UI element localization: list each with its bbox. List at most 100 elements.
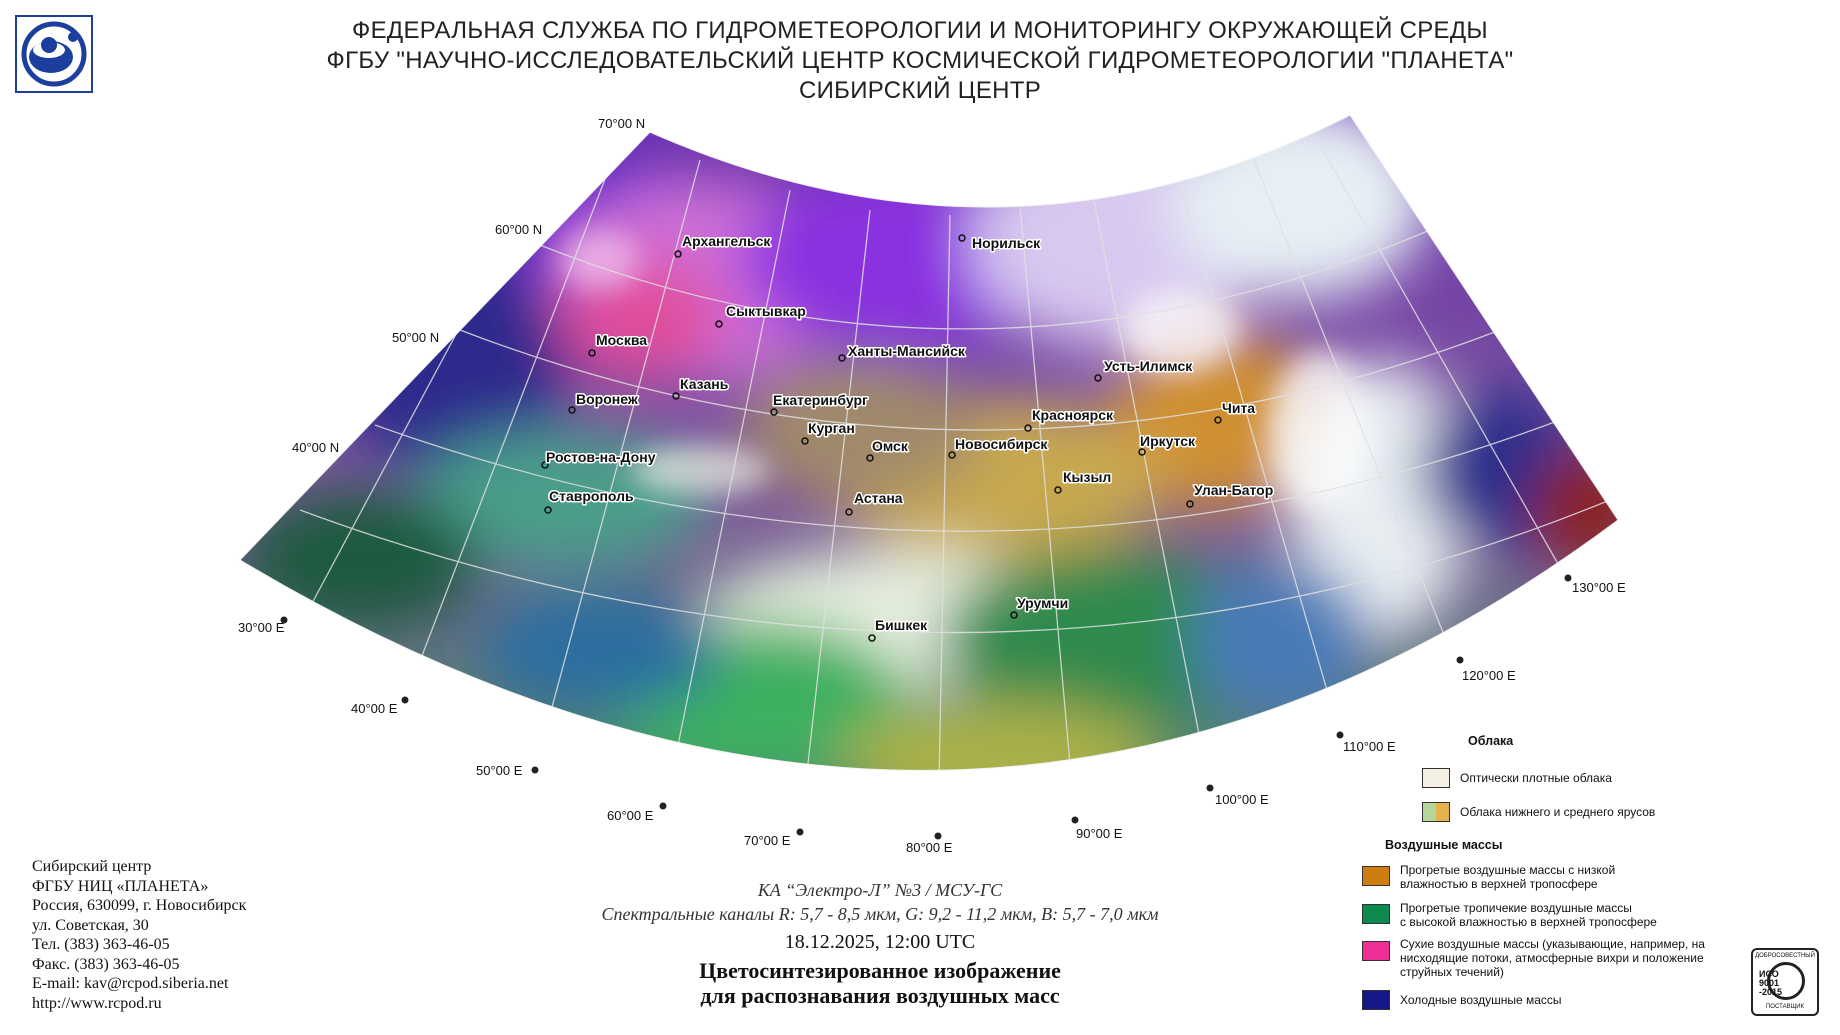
lon-marker-60 (659, 802, 667, 810)
city-label: Бишкек (875, 617, 928, 633)
lat-label-70: 70°00 N (598, 116, 645, 131)
lon-label-50: 50°00 E (476, 763, 523, 778)
header-line-3: СИБИРСКИЙ ЦЕНТР (798, 77, 1042, 104)
iso-badge-text: ИСО 9001 -2015 (1759, 970, 1782, 997)
city-label: Красноярск (1032, 407, 1114, 423)
city-label: Кызыл (1063, 469, 1111, 485)
lon-marker-100 (1206, 784, 1214, 792)
city-label: Екатеринбург (773, 392, 868, 408)
contact-line: http://www.rcpod.ru (32, 994, 162, 1012)
legend-swatch-warm-dry (1362, 866, 1390, 886)
lat-label-60: 60°00 N (495, 222, 542, 237)
lon-label-30: 30°00 E (238, 620, 285, 635)
caption-channels: Спектральные каналы R: 5,7 - 8,5 мкм, G:… (601, 904, 1159, 924)
legend-warm-dry-label: Прогретые воздушные массы с низкой влажн… (1400, 863, 1615, 891)
header-line-2: ФГБУ "НАУЧНО-ИССЛЕДОВАТЕЛЬСКИЙ ЦЕНТР КОС… (326, 47, 1514, 74)
lon-label-80: 80°00 E (906, 840, 953, 855)
city-label: Архангельск (682, 233, 771, 249)
caption: КА “Электро-Л” №3 / МСУ-ГС Спектральные … (520, 878, 1240, 1008)
legend-air-header: Воздушные массы (1385, 838, 1503, 852)
lon-label-100: 100°00 E (1215, 792, 1269, 807)
legend-dense-clouds-label: Оптически плотные облака (1460, 771, 1612, 785)
city-label: Усть-Илимск (1104, 358, 1193, 374)
map-outline (239, 114, 1619, 771)
lon-label-70: 70°00 E (744, 833, 791, 848)
contact-line: ФГБУ НИЦ «ПЛАНЕТА» (32, 877, 209, 895)
city-label: Москва (596, 332, 647, 348)
lon-marker-70 (796, 828, 804, 836)
lat-label-50: 50°00 N (392, 330, 439, 345)
city-label: Воронеж (576, 391, 639, 407)
contact-line: Сибирский центр (32, 858, 152, 875)
lon-marker-30 (280, 616, 288, 624)
caption-title-2: для распознавания воздушных масс (700, 983, 1060, 1008)
iso-badge-l1: ИСО (1759, 969, 1779, 979)
lat-label-40: 40°00 N (292, 440, 339, 455)
legend-swatch-cold (1362, 990, 1390, 1010)
legend-swatch-dense-clouds (1422, 768, 1450, 788)
city-label: Астана (854, 490, 903, 506)
cities: Архангельск Норильск Сыктывкар Москва Ха… (541, 232, 1275, 642)
lon-marker-90 (1071, 816, 1079, 824)
lon-marker-120 (1456, 656, 1464, 664)
lon-marker-50 (531, 766, 539, 774)
city-label: Норильск (972, 235, 1041, 251)
lon-label-90: 90°00 E (1076, 826, 1123, 841)
legend-swatch-low-mid-clouds (1422, 802, 1450, 822)
legend-text: Прогретые тропичекие воздушные массы (1400, 901, 1632, 915)
legend-text: струйных течений) (1400, 965, 1504, 979)
contacts: Сибирский центр ФГБУ НИЦ «ПЛАНЕТА» Росси… (32, 857, 246, 1013)
city-label: Урумчи (1017, 595, 1068, 611)
city-label: Казань (680, 376, 729, 392)
legend-text: Сухие воздушные массы (указывающие, напр… (1400, 937, 1705, 951)
contact-line: ул. Советская, 30 (32, 916, 149, 934)
iso-badge-l2: 9001 (1759, 978, 1780, 988)
caption-datetime: 18.12.2025, 12:00 UTC (784, 931, 976, 953)
city-label: Ставрополь (549, 488, 634, 504)
legend-cold-label: Холодные воздушные массы (1400, 993, 1562, 1007)
legend-text: с высокой влажностью в верхней тропосфер… (1400, 915, 1657, 929)
iso-9001-badge: ДОБРОСОВЕСТНЫЙ ИСО 9001 -2015 ПОСТАВЩИК (1751, 948, 1819, 1016)
legend-text: Прогретые воздушные массы с низкой (1400, 863, 1616, 877)
contact-line: Тел. (383) 363-46-05 (32, 936, 170, 953)
city-label: Чита (1222, 400, 1255, 416)
caption-satellite: КА “Электро-Л” №3 / МСУ-ГС (757, 880, 1003, 900)
header: ФЕДЕРАЛЬНАЯ СЛУЖБА ПО ГИДРОМЕТЕОРОЛОГИИ … (0, 16, 1840, 106)
lon-label-110: 110°00 E (1343, 739, 1396, 754)
legend-text: нисходящие потоки, атмосферные вихри и п… (1400, 951, 1704, 965)
city-label: Сыктывкар (726, 303, 806, 319)
legend-swatch-dry (1362, 941, 1390, 961)
lon-marker-110 (1336, 731, 1344, 739)
planeta-logo (15, 15, 93, 93)
city-label: Омск (872, 438, 909, 454)
lon-label-60: 60°00 E (607, 808, 654, 823)
city-label: Ханты-Мансийск (848, 343, 966, 359)
city-label: Улан-Батор (1194, 482, 1273, 498)
contact-line: Факс. (383) 363-46-05 (32, 955, 180, 973)
legend-low-mid-clouds-label: Облака нижнего и среднего ярусов (1460, 805, 1656, 819)
legend-clouds-header: Облака (1468, 734, 1514, 748)
caption-title-1: Цветосинтезированное изображение (699, 958, 1061, 983)
city-label: Иркутск (1140, 433, 1196, 449)
legend-dry-label: Сухие воздушные массы (указывающие, напр… (1400, 937, 1705, 979)
iso-badge-top: ДОБРОСОВЕСТНЫЙ (1755, 953, 1815, 959)
legend-tropical-moist-label: Прогретые тропичекие воздушные массы с в… (1400, 901, 1657, 929)
contact-line: Россия, 630099, г. Новосибирск (32, 897, 247, 914)
header-line-1: ФЕДЕРАЛЬНАЯ СЛУЖБА ПО ГИДРОМЕТЕОРОЛОГИИ … (352, 17, 1488, 44)
lon-label-40: 40°00 E (351, 701, 398, 716)
legend-swatch-tropical-moist (1362, 904, 1390, 924)
legend-text: влажностью в верхней тропосфере (1400, 877, 1598, 891)
lon-label-130: 130°00 E (1572, 580, 1626, 595)
iso-badge-ring-icon (1767, 962, 1805, 1000)
lon-marker-130 (1564, 574, 1572, 582)
lon-marker-40 (401, 696, 409, 704)
lon-label-120: 120°00 E (1462, 668, 1516, 683)
contact-line: E-mail: kav@rcpod.siberia.net (32, 975, 229, 992)
iso-badge-bottom: ПОСТАВЩИК (1765, 1004, 1804, 1010)
iso-badge-l3: -2015 (1759, 987, 1783, 997)
lon-marker-80 (934, 832, 942, 840)
city-label: Ростов-на-Дону (546, 449, 656, 465)
city-label: Новосибирск (955, 436, 1048, 452)
city-label: Курган (808, 420, 855, 436)
